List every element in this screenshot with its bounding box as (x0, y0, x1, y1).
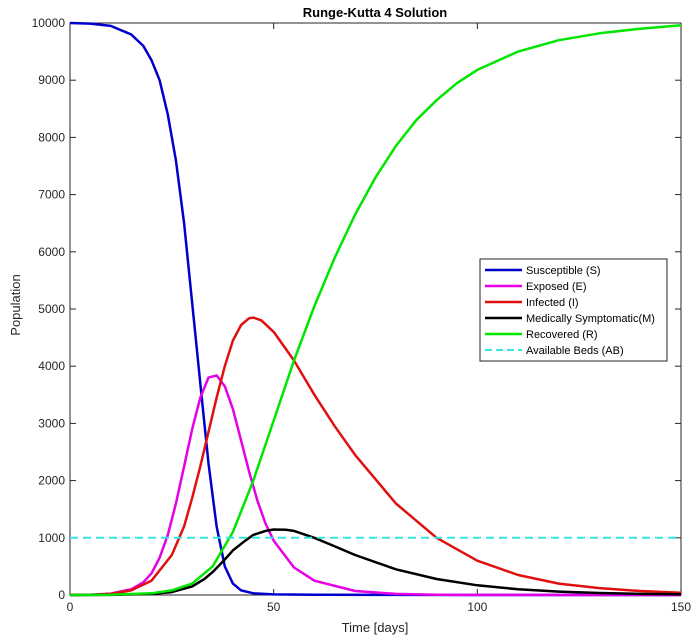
legend-label: Exposed (E) (526, 281, 587, 293)
x-axis: 0 50 100 150 (67, 23, 691, 614)
legend-label: Susceptible (S) (526, 265, 601, 277)
legend-box (479, 258, 668, 362)
legend-label: Medically Symptomatic(M) (526, 313, 655, 325)
x-axis-label: Time [days] (342, 620, 409, 635)
y-tick-label: 3000 (38, 416, 65, 430)
series-line-4 (69, 24, 682, 597)
x-tick-label: 0 (67, 600, 74, 614)
y-tick-label: 0 (58, 588, 65, 602)
y-tick-label: 9000 (38, 73, 65, 87)
y-axis-label: Population (8, 274, 23, 335)
y-tick-label: 7000 (38, 188, 65, 202)
legend-label: Infected (I) (526, 297, 579, 309)
chart-title: Runge-Kutta 4 Solution (303, 5, 447, 20)
legend-label: Recovered (R) (526, 329, 598, 341)
y-tick-label: 5000 (38, 302, 65, 316)
y-axis: 0 1000 2000 3000 4000 5000 6000 7000 8000 9000 100… (32, 16, 681, 602)
y-tick-label: 1000 (38, 531, 65, 545)
y-tick-label: 4000 (38, 359, 65, 373)
series-line-0 (69, 21, 681, 597)
x-tick-label: 100 (467, 600, 487, 614)
legend: Susceptible (S) Exposed (E) Infected (I) Me… (479, 258, 668, 362)
x-tick-label: 150 (671, 600, 691, 614)
y-tick-label: 6000 (38, 245, 65, 259)
y-tick-label: 10000 (32, 16, 66, 30)
plot-lines (69, 21, 682, 597)
x-tick-label: 50 (267, 600, 281, 614)
series-line-2 (69, 316, 682, 597)
series-line-3 (69, 528, 682, 597)
legend-label: Available Beds (AB) (526, 345, 624, 357)
y-tick-label: 8000 (38, 130, 65, 144)
y-tick-label: 2000 (38, 474, 65, 488)
